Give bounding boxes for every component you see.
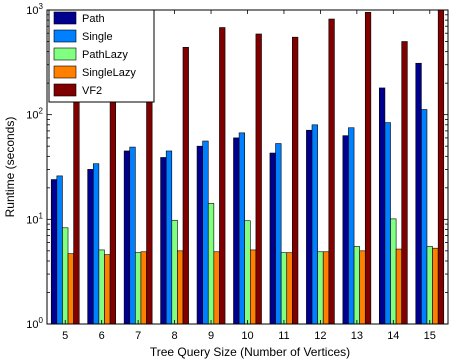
bar-path-7: [123, 150, 131, 325]
bar-pathlazy-7: [135, 252, 142, 325]
bar-single-11: [275, 143, 282, 325]
bar-path-10: [233, 137, 240, 325]
legend-swatch-singlelazy: [53, 65, 77, 79]
bar-path-9: [196, 145, 203, 325]
bar-vf2-10: [255, 33, 262, 325]
legend-swatch-single: [53, 29, 77, 43]
bar-single-10: [238, 132, 246, 325]
bar-pathlazy-5: [62, 227, 69, 325]
bar-single-8: [165, 150, 173, 325]
x-tick-label: 15: [424, 330, 436, 342]
bar-path-5: [50, 179, 58, 325]
bar-pathlazy-10: [244, 220, 251, 325]
bar-vf2-11: [292, 36, 299, 325]
bar-vf2-14: [401, 41, 408, 325]
y-tick-labels: 100 101 102 103: [26, 2, 43, 331]
bar-singlelazy-9: [213, 251, 220, 325]
bar-vf2-12: [328, 18, 335, 325]
bar-path-13: [342, 135, 349, 325]
y-tick-label: 102: [26, 107, 43, 122]
bar-single-5: [56, 175, 63, 325]
legend: Path Single PathLazy SingleLazy VF2: [48, 9, 155, 103]
bar-path-6: [87, 169, 94, 325]
y-axis-label: Runtime (seconds): [3, 117, 17, 218]
x-axis-label: Tree Query Size (Number of Vertices): [150, 345, 350, 359]
bar-vf2-6: [109, 95, 116, 325]
bars-layer: [50, 9, 445, 325]
bar-vf2-13: [364, 12, 372, 325]
y-tick-label: 103: [26, 2, 43, 17]
bar-pathlazy-6: [98, 249, 105, 325]
legend-swatch-path: [53, 11, 77, 25]
bar-path-15: [415, 62, 422, 325]
legend-label-vf2: VF2: [82, 85, 102, 97]
x-tick-label: 12: [314, 330, 326, 342]
bar-singlelazy-10: [250, 249, 257, 325]
bar-path-8: [160, 157, 167, 325]
legend-swatch-pathlazy: [53, 47, 77, 61]
bar-path-12: [306, 129, 313, 325]
bar-singlelazy-8: [177, 250, 184, 325]
y-tick-label: 101: [26, 211, 43, 226]
x-tick-label: 6: [99, 330, 105, 342]
bar-singlelazy-7: [140, 251, 147, 325]
x-tick-label: 14: [387, 330, 399, 342]
bar-single-6: [92, 163, 100, 325]
legend-swatch-vf2: [53, 83, 77, 97]
bar-pathlazy-13: [353, 246, 360, 325]
bar-pathlazy-12: [317, 251, 324, 325]
bar-path-14: [379, 87, 386, 325]
bar-single-12: [311, 124, 318, 325]
bar-single-9: [202, 140, 209, 325]
bar-single-15: [421, 109, 428, 325]
legend-label-pathlazy: PathLazy: [82, 49, 128, 61]
x-tick-label: 7: [135, 330, 141, 342]
x-tick-label: 9: [208, 330, 214, 342]
bar-singlelazy-13: [359, 250, 366, 325]
bar-singlelazy-15: [432, 247, 439, 325]
legend-label-path: Path: [82, 13, 105, 25]
bar-singlelazy-12: [322, 251, 330, 325]
bar-singlelazy-11: [286, 252, 293, 325]
bar-pathlazy-8: [171, 219, 178, 325]
bar-vf2-7: [146, 95, 153, 325]
x-tick-label: 8: [172, 330, 178, 342]
bar-vf2-9: [219, 27, 226, 325]
bar-pathlazy-14: [390, 218, 397, 325]
bar-vf2-15: [437, 9, 445, 325]
x-tick-label: 5: [62, 330, 68, 342]
bar-singlelazy-14: [395, 248, 403, 325]
bar-single-7: [129, 146, 136, 325]
bar-singlelazy-5: [67, 253, 74, 325]
y-tick-label: 100: [26, 316, 43, 331]
legend-label-single: Single: [82, 31, 113, 43]
bar-singlelazy-6: [104, 254, 111, 325]
x-tick-label: 11: [278, 330, 289, 342]
bar-pathlazy-15: [426, 246, 433, 325]
bar-path-11: [269, 152, 276, 325]
bar-vf2-5: [73, 95, 80, 325]
legend-label-singlelazy: SingleLazy: [82, 67, 136, 79]
bar-pathlazy-9: [207, 203, 215, 325]
bar-pathlazy-11: [280, 252, 288, 325]
bar-vf2-8: [182, 47, 189, 325]
x-tick-label: 13: [351, 330, 363, 342]
bar-single-14: [384, 122, 391, 325]
x-tick-label: 10: [241, 330, 253, 342]
bar-single-13: [348, 127, 355, 325]
